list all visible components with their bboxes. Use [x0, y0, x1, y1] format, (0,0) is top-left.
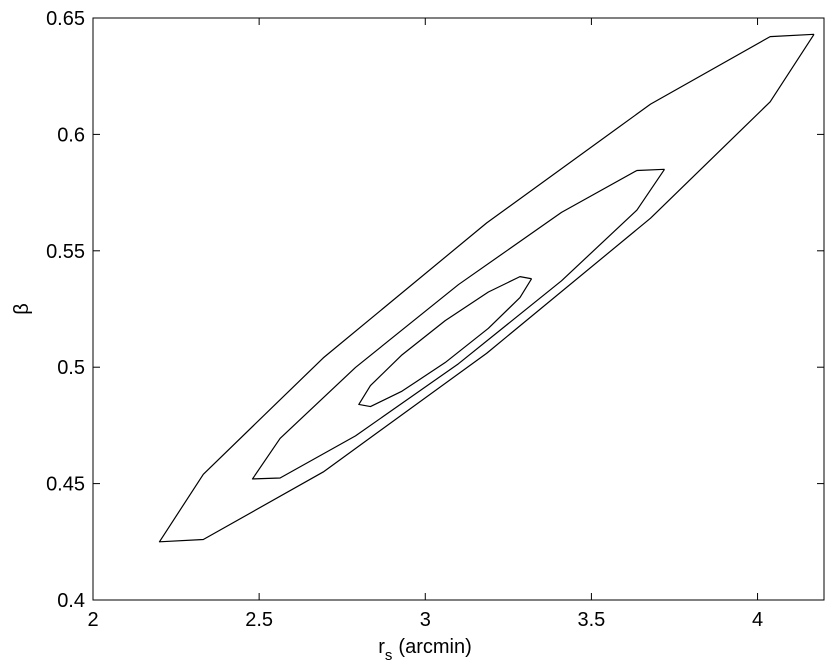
x-tick-label: 4: [752, 609, 763, 631]
x-axis-label: rs (arcmin): [378, 636, 472, 664]
x-tick-label: 2: [87, 609, 98, 631]
x-tick-label: 2.5: [245, 609, 273, 631]
x-tick-label: 3: [420, 609, 431, 631]
contour-line: [358, 276, 533, 408]
contour-line: [251, 168, 666, 480]
y-tick-label: 0.5: [57, 357, 85, 379]
contour-line: [158, 33, 815, 543]
y-tick-label: 0.6: [57, 124, 85, 146]
x-label-main: r: [378, 636, 385, 658]
y-tick-label: 0.65: [46, 8, 85, 30]
x-label-sub: s: [385, 647, 393, 664]
plot-frame: [92, 17, 825, 601]
x-tick-label: 3.5: [578, 609, 606, 631]
y-tick-label: 0.55: [46, 241, 85, 263]
y-tick-label: 0.45: [46, 474, 85, 496]
y-axis-label: β: [11, 303, 33, 315]
y-tick-label: 0.4: [57, 590, 85, 612]
x-label-rest: (arcmin): [398, 636, 471, 658]
